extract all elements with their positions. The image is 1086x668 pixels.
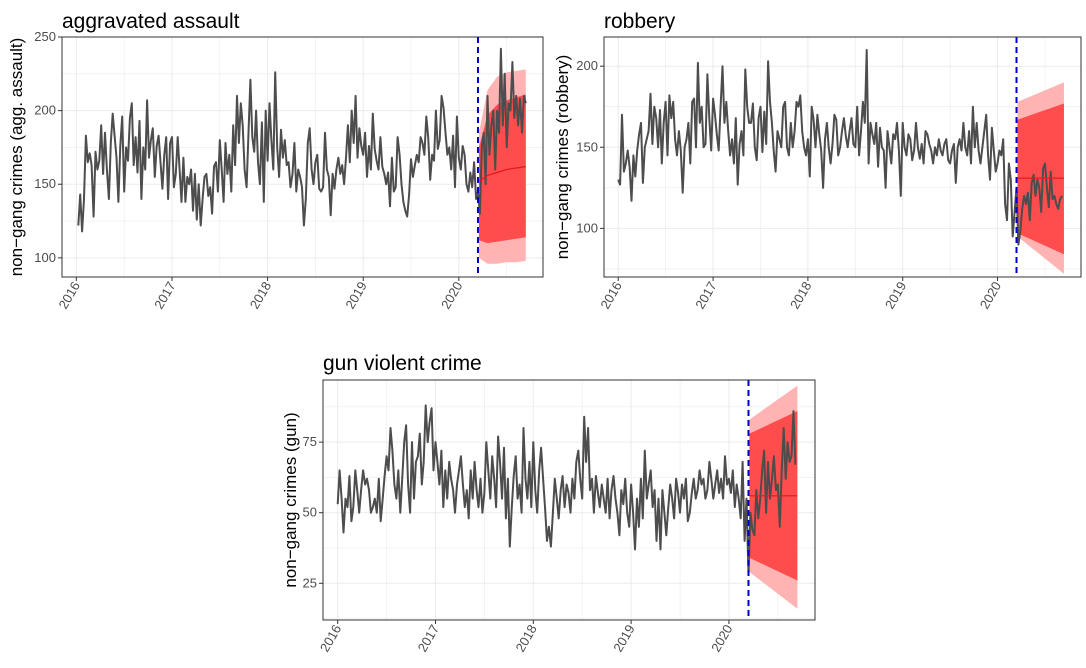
y-axis-label: non−gang crimes (robbery): [553, 55, 572, 260]
forecast-mean: [478, 166, 526, 182]
series-actual: [336, 404, 797, 576]
x-tick-label: 2019: [610, 622, 637, 655]
chart-title: gun violent crime: [323, 352, 482, 375]
y-tick-label: 50: [303, 505, 317, 520]
y-tick-label: 200: [34, 103, 56, 118]
band-80: [1017, 103, 1064, 255]
chart-title: aggravated assault: [62, 10, 240, 33]
x-tick-label: 2016: [55, 279, 82, 312]
panel-border: [603, 36, 1082, 278]
x-tick-label: 2017: [151, 279, 178, 312]
x-tick-label: 2017: [415, 622, 442, 655]
y-tick-label: 100: [576, 220, 598, 235]
x-tick-label: 2020: [438, 279, 465, 312]
series-actual: [77, 47, 527, 233]
x-tick-label: 2018: [247, 279, 274, 312]
x-tick-label: 2016: [317, 622, 344, 655]
x-tick-label: 2016: [597, 279, 624, 312]
y-tick-label: 250: [34, 29, 56, 44]
y-tick-label: 100: [34, 250, 56, 265]
x-tick-label: 2018: [512, 622, 539, 655]
y-axis-label: non−gang crimes (agg. assault): [7, 38, 26, 277]
panel-border: [322, 379, 816, 621]
panel-robbery: robbery 100 150 200 2016 2017 2018 2019 2020 non…: [553, 10, 1082, 312]
x-tick-label: 2019: [342, 279, 369, 312]
y-tick-label: 150: [576, 139, 598, 154]
panel-aggravated-assault: aggravated assault 100 150 200 250 2016 2017 2…: [7, 10, 544, 312]
y-tick-label: 150: [34, 176, 56, 191]
y-tick-label: 25: [303, 575, 317, 590]
y-tick-label: 200: [576, 58, 598, 73]
x-tick-label: 2018: [787, 279, 814, 312]
panel-border: [61, 36, 544, 278]
panel-gun-violent-crime: gun violent crime 25 50 75 2016 2017 2018 2019…: [281, 352, 816, 655]
x-tick-label: 2017: [692, 279, 719, 312]
y-axis-label: non−gang crimes (gun): [281, 412, 300, 587]
x-tick-label: 2020: [977, 279, 1004, 312]
chart-title: robbery: [604, 10, 676, 33]
series-actual: [617, 49, 1063, 246]
x-tick-label: 2020: [708, 622, 735, 655]
y-tick-label: 75: [303, 434, 317, 449]
x-tick-label: 2019: [882, 279, 909, 312]
